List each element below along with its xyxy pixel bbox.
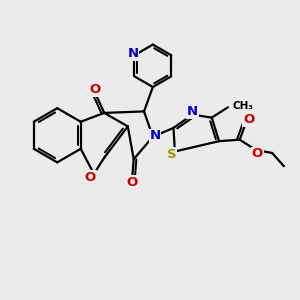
Text: O: O [243, 113, 254, 127]
Text: O: O [85, 171, 96, 184]
Text: O: O [252, 147, 263, 160]
Text: CH₃: CH₃ [232, 101, 253, 111]
Text: N: N [150, 129, 161, 142]
Text: O: O [89, 83, 100, 96]
Text: S: S [167, 148, 177, 161]
Text: N: N [128, 47, 139, 60]
Text: O: O [127, 176, 138, 189]
Text: N: N [187, 105, 198, 118]
